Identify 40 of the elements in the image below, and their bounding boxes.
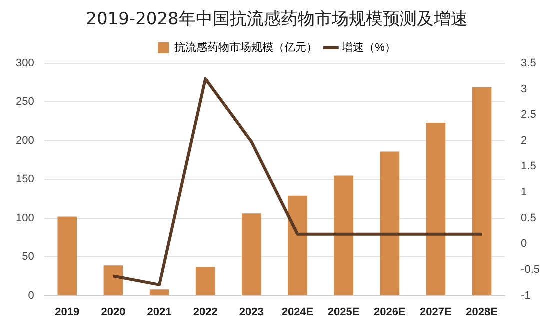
y-tick-label: 100	[16, 212, 34, 224]
bar	[58, 216, 78, 296]
bar	[380, 152, 400, 296]
bar	[104, 266, 124, 296]
y2-tick-label: 3.5	[521, 57, 536, 70]
bar	[426, 123, 446, 296]
bar	[196, 267, 216, 296]
bar	[472, 87, 492, 296]
y2-tick-label: 1.5	[521, 160, 536, 173]
y2-tick-label: 2.5	[521, 109, 536, 122]
x-tick-label: 2019	[55, 306, 80, 318]
y2-tick-label: 0.5	[521, 212, 536, 224]
y-tick-label: 200	[16, 134, 34, 147]
bar	[334, 176, 354, 296]
x-tick-label: 2023	[239, 306, 264, 318]
bar	[242, 214, 262, 296]
x-tick-label: 2027E	[420, 306, 452, 318]
y-tick-label: 250	[16, 96, 34, 108]
chart-title: 2019-2028年中国抗流感药物市场规模预测及增速	[86, 10, 468, 30]
x-tick-label: 2022	[193, 306, 218, 318]
x-tick-label: 2025E	[328, 306, 360, 318]
y-tick-label: 50	[22, 251, 34, 264]
legend-label: 增速（%）	[341, 40, 396, 54]
bar	[150, 290, 170, 296]
y2-tick-label: 1	[521, 186, 528, 199]
y-tick-label: 300	[16, 57, 34, 70]
y2-tick-label: 0	[521, 238, 528, 250]
x-tick-label: 2020	[101, 306, 126, 318]
x-tick-label: 2024E	[282, 306, 314, 318]
y2-tick-label: 2	[521, 134, 528, 147]
y-tick-label: 150	[16, 174, 34, 186]
x-tick-label: 2028E	[466, 306, 498, 318]
y2-tick-label: -1	[521, 290, 531, 302]
x-tick-label: 2021	[147, 306, 172, 318]
y2-tick-label: -0.5	[521, 264, 540, 276]
bar	[288, 196, 308, 296]
y2-tick-label: 3	[521, 83, 528, 96]
y-tick-label: 0	[28, 290, 34, 302]
x-tick-label: 2026E	[374, 306, 406, 318]
legend-label: 抗流感药物市场规模（亿元）	[174, 40, 318, 54]
